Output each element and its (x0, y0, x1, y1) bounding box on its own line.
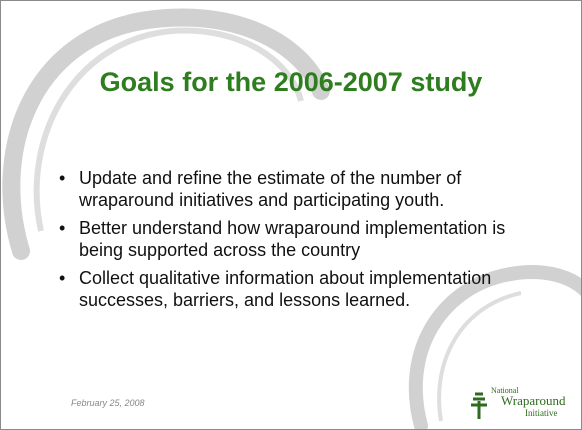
bullet-list: Update and refine the estimate of the nu… (53, 167, 543, 317)
slide: Goals for the 2006-2007 study Update and… (0, 0, 582, 430)
bullet: Collect qualitative information about im… (53, 267, 543, 311)
bullet: Update and refine the estimate of the nu… (53, 167, 543, 211)
logo-text: Wraparound (501, 393, 565, 409)
slide-title: Goals for the 2006-2007 study (1, 67, 581, 98)
logo: National Wraparound Initiative (469, 386, 579, 422)
logo-text: Initiative (525, 408, 558, 418)
page: Goals for the 2006-2007 study Update and… (0, 0, 582, 430)
bullet: Better understand how wraparound impleme… (53, 217, 543, 261)
footer-date: February 25, 2008 (71, 398, 145, 408)
